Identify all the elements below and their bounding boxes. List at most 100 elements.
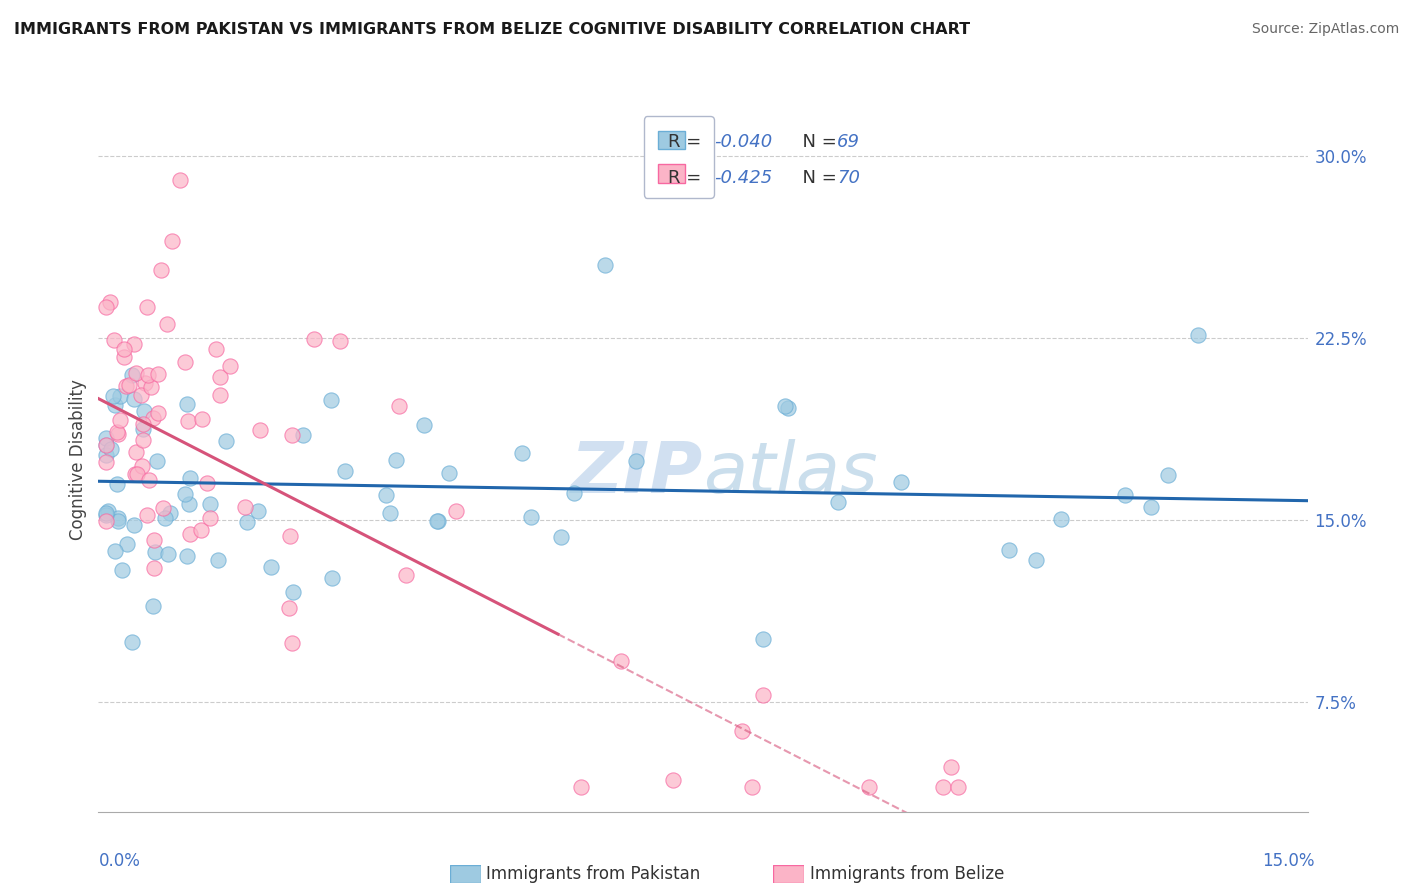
Point — [121, 634, 143, 648]
Point — [741, 780, 763, 795]
Point — [249, 423, 271, 437]
Point — [827, 495, 849, 509]
Point — [395, 567, 418, 582]
Point — [157, 547, 180, 561]
Text: 70: 70 — [837, 169, 860, 186]
Point — [209, 370, 232, 384]
Point — [281, 428, 304, 442]
Point — [132, 403, 155, 417]
Point — [134, 376, 156, 390]
Point — [121, 368, 143, 383]
Point — [889, 475, 911, 489]
Point — [105, 477, 128, 491]
Point — [205, 342, 228, 356]
Point — [569, 780, 592, 795]
Point — [96, 508, 118, 523]
Point — [176, 414, 198, 428]
Point — [278, 601, 301, 615]
Point — [143, 545, 166, 559]
Point — [107, 427, 129, 442]
Point — [207, 553, 229, 567]
Y-axis label: Cognitive Disability: Cognitive Disability — [69, 379, 87, 540]
Point — [96, 455, 118, 469]
Point — [1114, 487, 1136, 501]
Point — [439, 466, 461, 480]
Legend: , : , — [644, 116, 714, 198]
Point — [117, 537, 139, 551]
Point — [142, 411, 165, 425]
Point — [142, 599, 165, 613]
Point — [174, 486, 197, 500]
Point — [122, 518, 145, 533]
Point — [624, 454, 647, 468]
Point — [1025, 552, 1047, 566]
Point — [751, 688, 773, 702]
Text: N =: N = — [790, 133, 842, 152]
Point — [932, 780, 955, 795]
Point — [444, 504, 467, 518]
Text: Immigrants from Pakistan: Immigrants from Pakistan — [486, 865, 700, 883]
Point — [169, 173, 191, 187]
Point — [146, 406, 169, 420]
Point — [281, 585, 304, 599]
Point — [385, 452, 408, 467]
Point — [426, 514, 449, 528]
Text: N =: N = — [790, 169, 842, 186]
Point — [329, 334, 352, 349]
Point — [138, 473, 160, 487]
Point — [948, 780, 970, 795]
Point — [143, 561, 166, 575]
Point — [858, 780, 880, 795]
Point — [125, 366, 148, 380]
Point — [176, 549, 198, 564]
Point — [96, 448, 118, 462]
Point — [97, 504, 120, 518]
Point — [388, 399, 411, 413]
Point — [114, 379, 136, 393]
Point — [162, 234, 184, 248]
Point — [247, 504, 270, 518]
Point — [1157, 467, 1180, 482]
Point — [321, 571, 343, 585]
Point — [103, 333, 125, 347]
Point — [610, 654, 633, 668]
Point — [153, 511, 176, 525]
Point — [731, 724, 754, 739]
Text: atlas: atlas — [703, 439, 877, 508]
Point — [378, 506, 401, 520]
Point — [135, 300, 157, 314]
Point — [122, 392, 145, 406]
Point — [662, 773, 685, 788]
Point — [198, 497, 221, 511]
Point — [136, 508, 159, 522]
Point — [233, 500, 256, 515]
Point — [335, 464, 357, 478]
Point — [1187, 327, 1209, 342]
Point — [105, 425, 128, 439]
Point — [778, 401, 800, 415]
Point — [125, 467, 148, 481]
Point — [215, 434, 238, 448]
Point — [98, 295, 121, 310]
Point — [550, 530, 572, 544]
Text: -0.040: -0.040 — [714, 133, 773, 152]
Point — [101, 389, 124, 403]
Text: IMMIGRANTS FROM PAKISTAN VS IMMIGRANTS FROM BELIZE COGNITIVE DISABILITY CORRELAT: IMMIGRANTS FROM PAKISTAN VS IMMIGRANTS F… — [14, 22, 970, 37]
Text: 0.0%: 0.0% — [98, 852, 141, 870]
Point — [191, 411, 214, 425]
Point — [152, 501, 174, 516]
Point — [146, 454, 169, 468]
Point — [209, 388, 232, 402]
Text: Immigrants from Belize: Immigrants from Belize — [810, 865, 1004, 883]
Point — [118, 378, 141, 392]
Point — [190, 523, 212, 537]
Point — [112, 342, 135, 356]
Text: Source: ZipAtlas.com: Source: ZipAtlas.com — [1251, 22, 1399, 37]
Point — [139, 380, 162, 394]
Point — [292, 427, 315, 442]
Text: R =: R = — [668, 169, 707, 186]
Point — [110, 563, 132, 577]
Point — [375, 488, 398, 502]
Text: -0.425: -0.425 — [714, 169, 773, 186]
Point — [96, 514, 118, 528]
